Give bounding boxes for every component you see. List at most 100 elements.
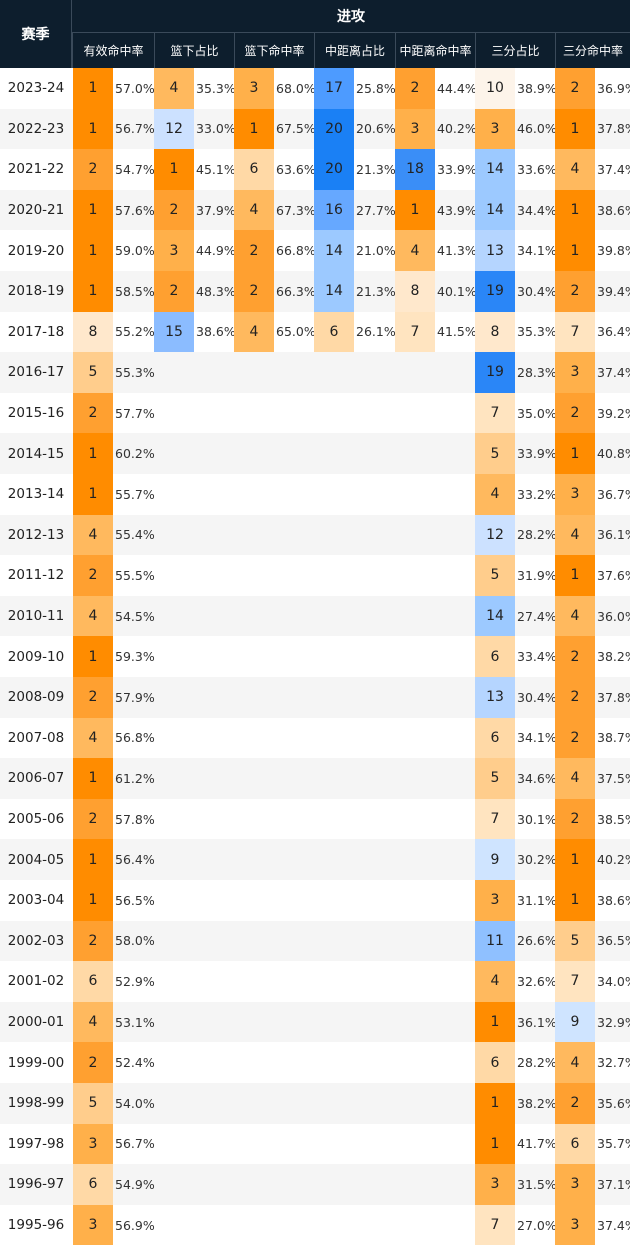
season-cell: 2021-22 [7,161,65,178]
efg-rank: 1 [73,758,113,799]
three-freq-rank: 10 [475,68,515,109]
table-row: 1997-98 356.7% 141.7%635.7% [0,1123,630,1165]
mid-freq-rank: 16 [314,189,354,231]
mid-freq-value: 26.1% [356,324,396,340]
three-freq-value: 26.6% [517,933,557,949]
three-fg-rank: 4 [555,514,595,556]
three-fg-rank: 2 [555,677,595,718]
three-freq-value: 34.1% [517,730,557,746]
three-fg-value: 32.7% [597,1055,630,1071]
three-freq-value: 28.2% [517,527,557,543]
three-freq-rank: 5 [475,433,515,474]
efg-rank: 1 [73,189,113,231]
efg-value: 56.9% [115,1217,155,1233]
mid-freq-value: 21.3% [356,161,396,177]
three-fg-rank: 1 [555,189,595,231]
efg-value: 58.0% [115,933,155,949]
season-cell: 1997-98 [7,1135,65,1152]
efg-rank: 4 [73,595,113,637]
rim-freq-rank: 3 [154,230,194,271]
efg-rank: 2 [73,920,113,962]
mid-fg-rank: 1 [395,189,435,231]
three-fg-value: 39.8% [597,243,630,259]
efg-rank: 3 [73,1123,113,1165]
mid-freq-value: 27.7% [356,202,396,218]
efg-value: 53.1% [115,1014,155,1030]
three-fg-rank: 3 [555,1164,595,1205]
mid-fg-value: 43.9% [437,202,477,218]
three-fg-rank: 4 [555,595,595,637]
three-freq-rank: 1 [475,1083,515,1124]
mid-fg-rank: 8 [395,271,435,312]
rim-fg-rank: 2 [234,230,274,271]
season-cell: 2017-18 [7,323,65,340]
three-fg-value: 38.6% [597,202,630,218]
rim-fg-rank: 1 [234,108,274,150]
three-freq-value: 33.6% [517,161,557,177]
three-freq-rank: 19 [475,271,515,312]
three-fg-value: 38.5% [597,811,630,827]
col-header-rim-fg[interactable]: 篮下命中率 [234,33,314,68]
season-cell: 2008-09 [7,689,65,706]
three-fg-value: 35.7% [597,1136,630,1152]
three-freq-value: 35.0% [517,405,557,421]
three-fg-value: 38.6% [597,892,630,908]
three-fg-rank: 1 [555,108,595,150]
season-cell: 2018-19 [7,283,65,300]
three-freq-value: 31.5% [517,1176,557,1192]
three-fg-value: 39.2% [597,405,630,421]
three-freq-rank: 3 [475,108,515,150]
col-header-efg[interactable]: 有效命中率 [72,33,154,68]
efg-rank: 1 [73,271,113,312]
three-freq-value: 31.1% [517,892,557,908]
three-fg-rank: 2 [555,68,595,109]
efg-rank: 4 [73,1001,113,1043]
rim-freq-rank: 2 [154,271,194,312]
table-row: 2013-14 155.7% 433.2%336.7% [0,474,630,515]
col-header-mid-freq[interactable]: 中距离占比 [314,33,395,68]
season-header[interactable]: 赛季 [0,0,72,68]
season-cell: 1999-00 [7,1054,65,1071]
efg-value: 54.0% [115,1095,155,1111]
col-header-three-freq[interactable]: 三分占比 [475,33,555,68]
three-fg-value: 36.5% [597,933,630,949]
three-freq-value: 31.9% [517,567,557,583]
three-freq-rank: 5 [475,555,515,596]
col-header-three-fg[interactable]: 三分命中率 [555,33,630,68]
three-freq-value: 33.4% [517,649,557,665]
three-freq-value: 34.6% [517,770,557,786]
col-header-rim-freq[interactable]: 篮下占比 [154,33,234,68]
mid-fg-rank: 3 [395,108,435,150]
three-fg-rank: 1 [555,433,595,474]
three-fg-rank: 9 [555,1001,595,1043]
rim-freq-value: 48.3% [196,283,236,299]
three-fg-value: 37.8% [597,689,630,705]
three-fg-value: 36.4% [597,324,630,340]
three-fg-rank: 1 [555,880,595,921]
three-freq-value: 30.2% [517,852,557,868]
three-fg-value: 37.1% [597,1176,630,1192]
three-freq-rank: 12 [475,514,515,556]
rim-freq-value: 38.6% [196,324,236,340]
mid-fg-value: 41.3% [437,243,477,259]
three-fg-rank: 1 [555,555,595,596]
season-cell: 2011-12 [7,567,65,584]
efg-rank: 2 [73,1042,113,1083]
three-fg-rank: 1 [555,230,595,271]
three-freq-value: 28.2% [517,1055,557,1071]
mid-freq-rank: 14 [314,230,354,271]
efg-value: 55.3% [115,364,155,380]
three-fg-rank: 2 [555,717,595,759]
table-row: 2000-01 453.1% 136.1%932.9% [0,1001,630,1043]
mid-freq-rank: 14 [314,271,354,312]
col-header-mid-fg[interactable]: 中距离命中率 [395,33,475,68]
efg-value: 54.5% [115,608,155,624]
efg-value: 59.0% [115,243,155,259]
efg-rank: 1 [73,880,113,921]
three-freq-rank: 6 [475,1042,515,1083]
table-row: 2007-08 456.8% 634.1%238.7% [0,717,630,759]
rim-freq-rank: 4 [154,68,194,109]
efg-value: 56.5% [115,892,155,908]
